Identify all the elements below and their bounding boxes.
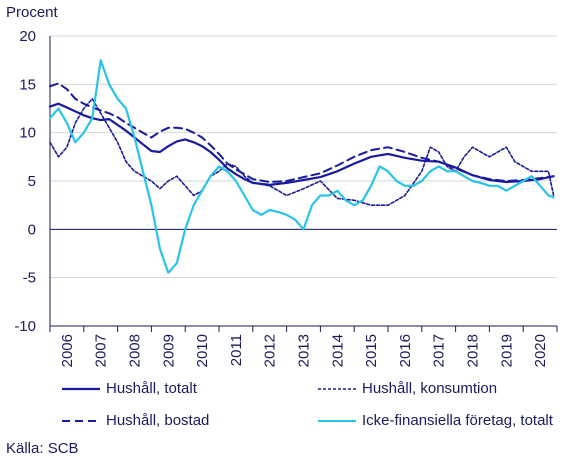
legend-item-hushall-konsumtion: Hushåll, konsumtion xyxy=(318,380,497,397)
y-tick-label: 0 xyxy=(28,221,36,238)
x-tick-label: 2012 xyxy=(262,334,279,367)
x-tick-label: 2018 xyxy=(465,334,482,367)
y-tick-label: -10 xyxy=(14,318,36,335)
series-line xyxy=(49,98,555,206)
x-tick-label: 2020 xyxy=(532,334,549,367)
series-line xyxy=(48,59,555,274)
legend-label: Icke-finansiella företag, totalt xyxy=(362,412,553,429)
x-tick-label: 2019 xyxy=(498,334,515,367)
x-tick-label: 2015 xyxy=(363,334,380,367)
x-tick-label: 2011 xyxy=(228,334,245,366)
legend-label: Hushåll, totalt xyxy=(106,380,197,397)
y-tick-label: 5 xyxy=(28,173,36,190)
x-tick-label: 2017 xyxy=(431,334,448,367)
legend-item-icke-finansiella: Icke-finansiella företag, totalt xyxy=(318,412,553,429)
series-line xyxy=(49,82,555,183)
legend-item-hushall-totalt: Hushåll, totalt xyxy=(62,380,197,397)
x-tick-label: 2016 xyxy=(397,334,414,367)
y-axis-label: Procent xyxy=(6,4,58,21)
x-tick-label: 2010 xyxy=(194,334,211,367)
y-tick-label: 15 xyxy=(19,76,36,93)
legend-swatch-dashed xyxy=(62,419,100,422)
legend: Hushåll, totalt Hushåll, konsumtion Hush… xyxy=(0,376,575,436)
y-tick-label: 10 xyxy=(19,125,36,142)
legend-item-hushall-bostad: Hushåll, bostad xyxy=(62,412,209,429)
x-tick-label: 2009 xyxy=(160,334,177,367)
x-tick-label: 2007 xyxy=(93,334,110,367)
legend-label: Hushåll, konsumtion xyxy=(362,380,498,397)
x-tick-label: 2006 xyxy=(59,334,76,367)
y-tick-label: -5 xyxy=(23,270,36,287)
x-tick-label: 2014 xyxy=(329,334,346,367)
legend-swatch-dotted xyxy=(318,387,356,390)
x-tick-label: 2008 xyxy=(127,334,144,367)
series-line xyxy=(48,102,555,186)
legend-swatch-cyan xyxy=(318,419,356,422)
legend-label: Hushåll, bostad xyxy=(106,412,210,429)
legend-swatch-solid xyxy=(62,387,100,390)
y-tick-label: 20 xyxy=(19,28,36,45)
source-note: Källa: SCB xyxy=(6,440,79,457)
x-tick-label: 2013 xyxy=(296,334,313,367)
